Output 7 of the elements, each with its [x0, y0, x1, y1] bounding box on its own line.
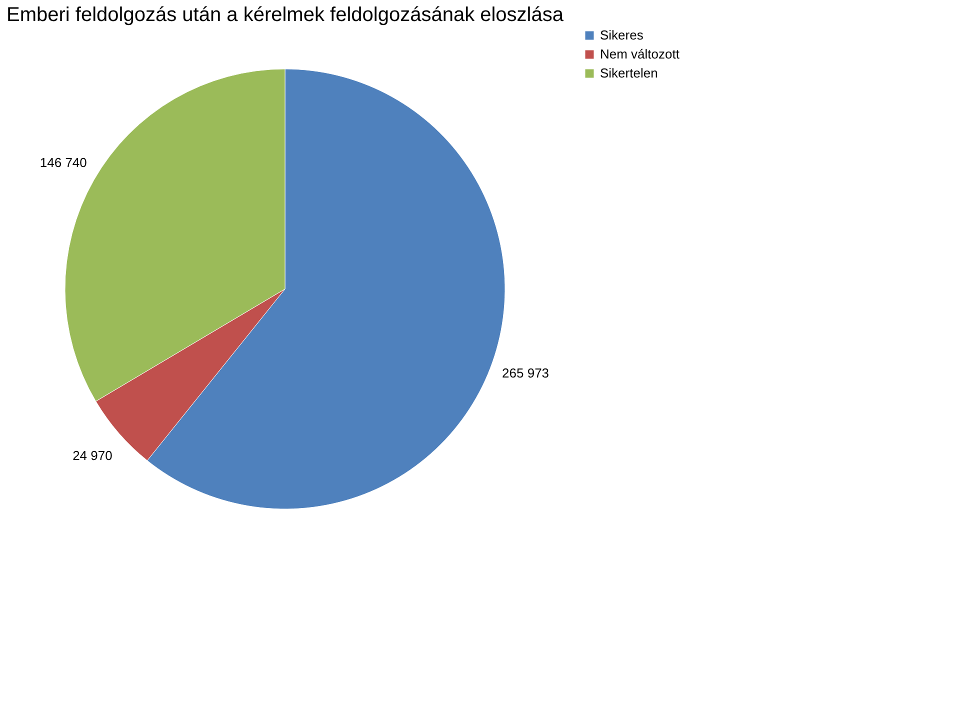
data-label: 24 970: [72, 448, 112, 464]
data-label: 146 740: [40, 154, 87, 170]
chart-title: Emberi feldolgozás után a kérelmek feldolgozásának eloszlása: [6, 4, 564, 26]
legend-label: Sikeres: [600, 28, 644, 42]
data-label: 265 973: [502, 366, 550, 381]
legend-label: Nem változott: [600, 46, 680, 62]
legend-label: Sikertelen: [600, 66, 658, 80]
